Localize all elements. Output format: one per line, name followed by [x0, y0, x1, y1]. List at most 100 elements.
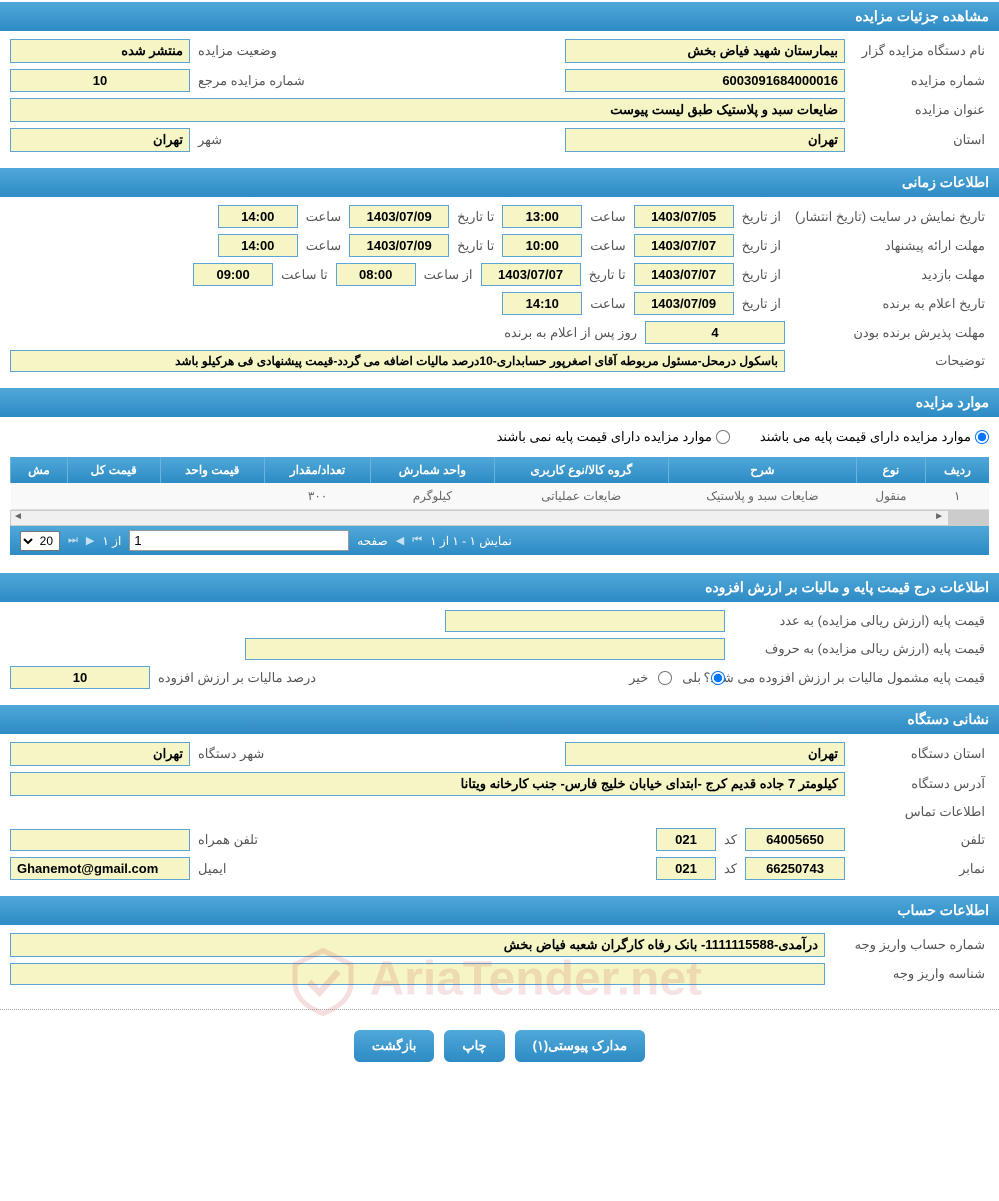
label-org-province: استان دستگاه	[849, 744, 989, 764]
pager-page-label: صفحه	[357, 534, 387, 548]
table-col-header: نوع	[856, 457, 925, 483]
print-button[interactable]: چاپ	[444, 1030, 504, 1062]
pager-page-size[interactable]: 20	[20, 531, 60, 551]
field-org-province: تهران	[565, 742, 845, 766]
field-visit-from-time: 08:00	[336, 263, 416, 286]
pager-last-icon[interactable]: ⏭	[68, 534, 78, 547]
section-header-details: مشاهده جزئیات مزایده	[0, 2, 999, 31]
radio-has-base-input[interactable]	[975, 430, 989, 444]
label-ref-no: شماره مزایده مرجع	[194, 71, 309, 91]
radio-vat-no[interactable]	[658, 671, 672, 685]
section-body-items: موارد مزایده دارای قیمت پایه می باشند مو…	[0, 417, 999, 571]
pager-prev-icon[interactable]: ◀	[396, 534, 404, 547]
label-phone-code: کد	[720, 830, 741, 850]
table-cell	[11, 483, 68, 510]
section-header-timing: اطلاعات زمانی	[0, 168, 999, 197]
label-visit: مهلت بازدید	[789, 265, 989, 285]
label-status: وضعیت مزایده	[194, 41, 281, 61]
field-org-city: تهران	[10, 742, 190, 766]
field-notes: باسکول درمحل-مسئول مربوطه آقای اصغرپور ح…	[10, 350, 785, 372]
scrollbar-thumb[interactable]	[948, 511, 988, 525]
section-body-address: استان دستگاه تهران شهر دستگاه تهران آدرس…	[0, 734, 999, 894]
items-table-header-row: ردیفنوعشرحگروه کالا/نوع کاربریواحد شمارش…	[11, 457, 990, 483]
label-contact: اطلاعات تماس	[849, 802, 989, 822]
field-proposal-from-date: 1403/07/07	[634, 234, 734, 257]
label-from-date-1: از تاریخ	[738, 207, 785, 227]
label-from-date-4: از تاریخ	[738, 294, 785, 314]
section-header-price: اطلاعات درج قیمت پایه و مالیات بر ارزش ا…	[0, 573, 999, 602]
table-col-header: گروه کالا/نوع کاربری	[494, 457, 668, 483]
table-cell: کیلوگرم	[371, 483, 495, 510]
radio-has-base-price[interactable]: موارد مزایده دارای قیمت پایه می باشند	[760, 429, 989, 445]
table-cell	[160, 483, 264, 510]
table-h-scrollbar[interactable]: ◄ ►	[10, 510, 989, 526]
section-body-price: قیمت پایه (ارزش ریالی مزایده) به عدد قیم…	[0, 602, 999, 703]
field-phone: 64005650	[745, 828, 845, 851]
label-announce: تاریخ اعلام به برنده	[789, 294, 989, 314]
label-org-addr: آدرس دستگاه	[849, 774, 989, 794]
table-cell: ضایعات سبد و پلاستیک	[668, 483, 856, 510]
table-cell: ۱	[925, 483, 989, 510]
section-body-account: شماره حساب واریز وجه درآمدی-1111115588- …	[0, 925, 999, 999]
table-col-header: ردیف	[925, 457, 989, 483]
table-cell: ضایعات عملیاتی	[494, 483, 668, 510]
field-proposal-from-time: 10:00	[502, 234, 582, 257]
radio-vat-yes[interactable]	[711, 671, 725, 685]
attachments-button[interactable]: مدارک پیوستی(۱)	[515, 1030, 646, 1062]
table-col-header: تعداد/مقدار	[265, 457, 371, 483]
field-announce-time: 14:10	[502, 292, 582, 315]
label-auction-no: شماره مزایده	[849, 71, 989, 91]
table-col-header: قیمت کل	[67, 457, 160, 483]
back-button[interactable]: بازگشت	[354, 1030, 434, 1062]
label-base-num: قیمت پایه (ارزش ریالی مزایده) به عدد	[729, 611, 989, 631]
table-cell: ۳۰۰	[265, 483, 371, 510]
field-visit-to-time: 09:00	[193, 263, 273, 286]
pager-first-icon[interactable]: ⏮	[412, 534, 422, 547]
field-vat-pct: 10	[10, 666, 150, 689]
label-fax: نمابر	[849, 859, 989, 879]
table-row[interactable]: ۱منقولضایعات سبد و پلاستیکضایعات عملیاتی…	[11, 483, 990, 510]
section-header-items: موارد مزایده	[0, 388, 999, 417]
label-vat-no: خیر	[625, 668, 652, 688]
label-organizer: نام دستگاه مزایده گزار	[849, 41, 989, 61]
field-city: تهران	[10, 128, 190, 152]
field-phone-code: 021	[656, 828, 716, 851]
field-publish-to-date: 1403/07/09	[349, 205, 449, 228]
label-time-2: ساعت	[586, 236, 629, 256]
section-body-timing: تاریخ نمایش در سایت (تاریخ انتشار) از تا…	[0, 197, 999, 386]
field-acct-no: درآمدی-1111115588- بانک رفاه کارگران شعب…	[10, 933, 825, 957]
label-time-1b: ساعت	[302, 207, 345, 227]
field-publish-to-time: 14:00	[218, 205, 298, 228]
label-mobile: تلفن همراه	[194, 830, 262, 850]
separator	[0, 1009, 999, 1010]
label-phone: تلفن	[849, 830, 989, 850]
section-header-account: اطلاعات حساب	[0, 896, 999, 925]
radio-no-base-input[interactable]	[716, 430, 730, 444]
label-email: ایمیل	[194, 859, 231, 879]
field-province: تهران	[565, 128, 845, 152]
field-base-text	[245, 638, 725, 660]
field-accept-days: 4	[645, 321, 785, 344]
field-organizer: بیمارستان شهید فیاض بخش	[565, 39, 845, 63]
label-base-text: قیمت پایه (ارزش ریالی مزایده) به حروف	[729, 639, 989, 659]
radio-no-base-label: موارد مزایده دارای قیمت پایه نمی باشند	[497, 429, 712, 445]
field-fax-code: 021	[656, 857, 716, 880]
table-pager: نمایش ۱ - ۱ از ۱ ⏮ ◀ صفحه از ۱ ▶ ⏭ 20	[10, 526, 989, 555]
pager-next-icon[interactable]: ▶	[86, 534, 94, 547]
label-city: شهر	[194, 130, 226, 150]
section-header-address: نشانی دستگاه	[0, 705, 999, 734]
field-auction-no: 6003091684000016	[565, 69, 845, 92]
label-fax-code: کد	[720, 859, 741, 879]
field-proposal-to-time: 14:00	[218, 234, 298, 257]
label-acct-no: شماره حساب واریز وجه	[829, 935, 989, 955]
pager-page-input[interactable]	[129, 530, 349, 551]
label-to-time-3: تا ساعت	[277, 265, 332, 285]
field-ref-no: 10	[10, 69, 190, 92]
label-from-date-3: از تاریخ	[738, 265, 785, 285]
footer-buttons: مدارک پیوستی(۱) چاپ بازگشت	[0, 1020, 999, 1072]
label-vat-pct: درصد مالیات بر ارزش افزوده	[154, 668, 320, 688]
radio-no-base-price[interactable]: موارد مزایده دارای قیمت پایه نمی باشند	[497, 429, 730, 445]
label-from-time-3: از ساعت	[420, 265, 477, 285]
label-title: عنوان مزایده	[849, 100, 989, 120]
label-to-date-2: تا تاریخ	[453, 236, 498, 256]
